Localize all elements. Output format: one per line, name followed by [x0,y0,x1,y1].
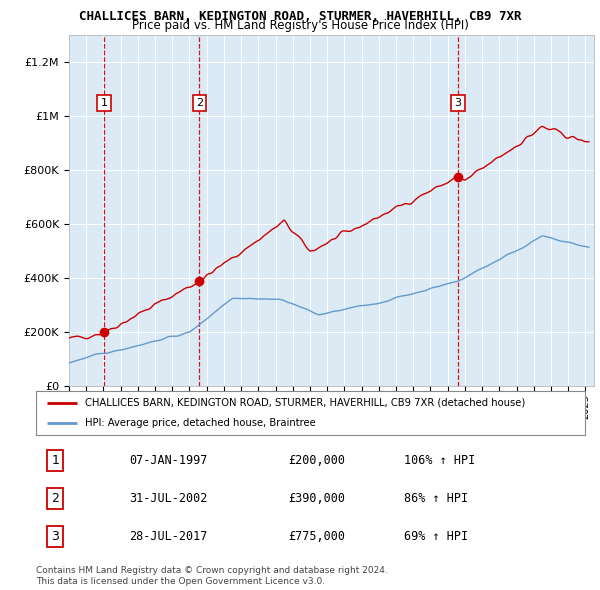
Text: 1: 1 [101,98,107,108]
Text: CHALLICES BARN, KEDINGTON ROAD, STURMER, HAVERHILL, CB9 7XR (detached house): CHALLICES BARN, KEDINGTON ROAD, STURMER,… [85,398,526,408]
Text: 28-JUL-2017: 28-JUL-2017 [130,530,208,543]
Text: 86% ↑ HPI: 86% ↑ HPI [404,492,468,505]
Text: 3: 3 [454,98,461,108]
Text: HPI: Average price, detached house, Braintree: HPI: Average price, detached house, Brai… [85,418,316,428]
Text: CHALLICES BARN, KEDINGTON ROAD, STURMER, HAVERHILL, CB9 7XR: CHALLICES BARN, KEDINGTON ROAD, STURMER,… [79,10,521,23]
Text: £200,000: £200,000 [289,454,346,467]
Text: 31-JUL-2002: 31-JUL-2002 [130,492,208,505]
Text: 69% ↑ HPI: 69% ↑ HPI [404,530,468,543]
Text: Price paid vs. HM Land Registry's House Price Index (HPI): Price paid vs. HM Land Registry's House … [131,19,469,32]
Text: 106% ↑ HPI: 106% ↑ HPI [404,454,475,467]
Text: 2: 2 [196,98,203,108]
Text: Contains HM Land Registry data © Crown copyright and database right 2024.: Contains HM Land Registry data © Crown c… [36,566,388,575]
Text: £390,000: £390,000 [289,492,346,505]
Text: 3: 3 [51,530,59,543]
Text: This data is licensed under the Open Government Licence v3.0.: This data is licensed under the Open Gov… [36,576,325,586]
Text: £775,000: £775,000 [289,530,346,543]
Text: 1: 1 [51,454,59,467]
Text: 07-JAN-1997: 07-JAN-1997 [130,454,208,467]
Text: 2: 2 [51,492,59,505]
